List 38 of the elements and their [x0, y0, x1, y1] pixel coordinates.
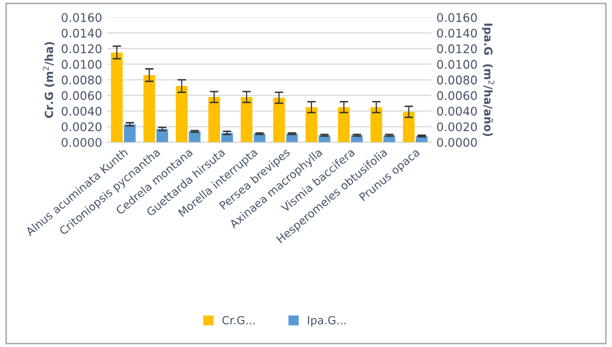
y-tick-label: 0.0000: [62, 138, 102, 147]
bar: [110, 52, 123, 142]
y2-tick-label: 0.0080: [437, 76, 477, 84]
bar: [124, 124, 136, 142]
y-tick-label: 0.0080: [62, 76, 102, 84]
bar: [273, 98, 285, 142]
y2-tick-label: 0.0060: [437, 91, 477, 100]
bar: [402, 112, 415, 142]
y-tick-label: 0.0140: [62, 28, 102, 38]
bar: [370, 107, 382, 142]
y-tick-label: 0.0160: [62, 13, 102, 22]
bar: [240, 96, 252, 142]
y-tick-label: 0.0100: [62, 60, 102, 69]
legend-label: Ipa.G...: [308, 316, 346, 327]
bar: [286, 134, 298, 142]
y-axis-title: Cr.G (m$^{2}$/ha): [42, 42, 54, 118]
y2-tick-label: 0.0140: [437, 28, 477, 38]
bar: [221, 132, 233, 142]
y2-tick-label: 0.0040: [437, 106, 477, 116]
bar: [318, 135, 330, 142]
bar: [254, 134, 266, 142]
y-tick-label: 0.0060: [62, 91, 102, 100]
y2-tick-label: 0.0160: [437, 13, 477, 22]
y2-tick-label: 0.0000: [437, 138, 477, 147]
y2-axis-title: Ipa.G (m$^{2}$/ha/año): [482, 24, 494, 136]
y2-tick-label: 0.0100: [437, 60, 477, 69]
bar: [176, 86, 188, 142]
y-tick-label: 0.0040: [62, 106, 102, 116]
y2-tick-label: 0.0020: [437, 122, 477, 132]
legend-label: Cr.G...: [222, 316, 255, 324]
y-tick-label: 0.0120: [62, 44, 102, 54]
y2-tick-label: 0.0120: [437, 44, 477, 54]
bar: [338, 107, 350, 142]
bar: [143, 75, 156, 142]
y-tick-label: 0.0020: [62, 122, 102, 132]
bar: [156, 128, 168, 142]
bar: [306, 107, 318, 142]
bar: [208, 96, 220, 142]
